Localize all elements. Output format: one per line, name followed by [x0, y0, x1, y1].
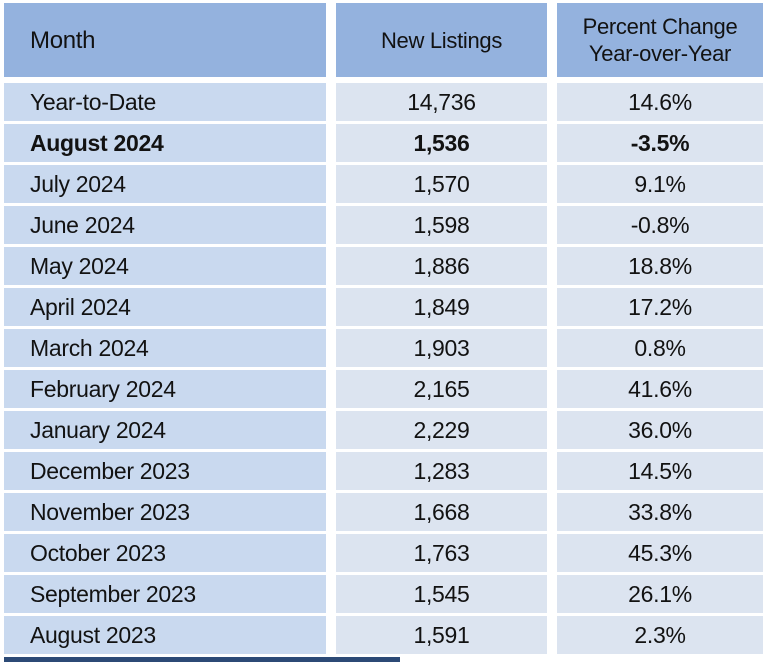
cutoff-next-section-bar	[4, 657, 400, 662]
month-cell: May 2024	[4, 247, 326, 285]
new-listings-cell: 1,886	[336, 247, 547, 285]
new-listings-cell: 2,229	[336, 411, 547, 449]
percent-change-cell: -0.8%	[557, 206, 763, 244]
percent-change-cell: 9.1%	[557, 165, 763, 203]
table-body: Year-to-Date 14,736 14.6% August 2024 1,536-…	[4, 83, 763, 654]
month-cell: January 2024	[4, 411, 326, 449]
percent-change-cell: 2.3%	[557, 616, 763, 654]
percent-change-cell: 14.6%	[557, 83, 763, 121]
month-cell: August 2023	[4, 616, 326, 654]
new-listings-cell: 1,598	[336, 206, 547, 244]
percent-change-cell: 41.6%	[557, 370, 763, 408]
new-listings-cell: 1,849	[336, 288, 547, 326]
percent-change-cell: 18.8%	[557, 247, 763, 285]
new-listings-cell: 1,545	[336, 575, 547, 613]
new-listings-cell: 1,570	[336, 165, 547, 203]
new-listings-cell: 1,536	[336, 124, 547, 162]
percent-change-cell: 0.8%	[557, 329, 763, 367]
month-cell: August 2024	[4, 124, 326, 162]
month-cell: December 2023	[4, 452, 326, 490]
new-listings-cell: 1,668	[336, 493, 547, 531]
percent-change-cell: 45.3%	[557, 534, 763, 572]
percent-change-cell: 33.8%	[557, 493, 763, 531]
month-cell: October 2023	[4, 534, 326, 572]
month-cell: September 2023	[4, 575, 326, 613]
listings-table: Month New Listings Percent Change Year-o…	[4, 3, 763, 654]
new-listings-cell: 2,165	[336, 370, 547, 408]
column-header-month: Month	[4, 3, 326, 77]
column-header-percent-change: Percent Change Year-over-Year	[557, 3, 763, 77]
new-listings-cell: 1,903	[336, 329, 547, 367]
percent-change-cell: 36.0%	[557, 411, 763, 449]
new-listings-cell: 1,591	[336, 616, 547, 654]
percent-change-cell: 26.1%	[557, 575, 763, 613]
month-cell: April 2024	[4, 288, 326, 326]
new-listings-cell: 14,736	[336, 83, 547, 121]
percent-change-cell: -3.5%	[557, 124, 763, 162]
table-header: Month New Listings Percent Change Year-o…	[4, 3, 763, 77]
new-listings-cell: 1,763	[336, 534, 547, 572]
percent-change-cell: 17.2%	[557, 288, 763, 326]
month-cell: November 2023	[4, 493, 326, 531]
month-cell: February 2024	[4, 370, 326, 408]
percent-change-cell: 14.5%	[557, 452, 763, 490]
column-header-new-listings: New Listings	[336, 3, 547, 77]
new-listings-cell: 1,283	[336, 452, 547, 490]
month-cell: Year-to-Date	[4, 83, 326, 121]
month-cell: July 2024	[4, 165, 326, 203]
month-cell: March 2024	[4, 329, 326, 367]
month-cell: June 2024	[4, 206, 326, 244]
